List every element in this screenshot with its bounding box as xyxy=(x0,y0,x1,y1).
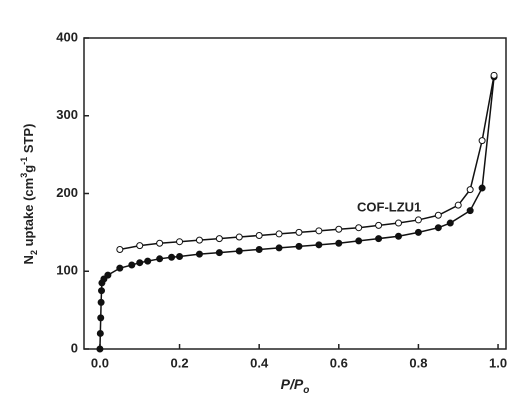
data-point xyxy=(295,228,303,236)
data-point xyxy=(466,186,474,194)
data-point xyxy=(168,253,176,261)
y-tick-label: 0 xyxy=(71,340,78,355)
data-point xyxy=(215,249,223,257)
data-point xyxy=(375,235,383,243)
x-tick-label: 0.2 xyxy=(171,355,189,370)
data-point xyxy=(156,255,164,263)
data-point xyxy=(215,235,223,243)
data-point xyxy=(136,242,144,250)
data-point xyxy=(434,224,442,232)
data-point xyxy=(355,237,363,245)
data-point xyxy=(176,238,184,246)
data-point xyxy=(136,259,144,267)
x-tick-label: 0.8 xyxy=(409,355,427,370)
y-label-part: STP) xyxy=(21,124,36,157)
data-point xyxy=(275,244,283,252)
data-point xyxy=(97,298,105,306)
x-label-part: P/P xyxy=(281,376,304,392)
data-point xyxy=(96,345,104,353)
y-label-part: g xyxy=(21,165,36,173)
x-tick-label: 0.4 xyxy=(250,355,269,370)
data-point xyxy=(98,287,106,295)
data-point xyxy=(446,219,454,227)
data-point xyxy=(335,239,343,247)
data-point xyxy=(355,224,363,232)
data-point xyxy=(395,232,403,240)
y-tick-label: 300 xyxy=(56,107,78,122)
data-point xyxy=(315,227,323,235)
y-tick-label: 200 xyxy=(56,185,78,200)
data-point xyxy=(176,252,184,260)
data-point xyxy=(97,314,105,322)
x-tick-label: 0.0 xyxy=(91,355,109,370)
data-point xyxy=(235,233,243,241)
plot-frame xyxy=(83,37,507,350)
y-label-part: uptake (cm xyxy=(21,178,36,250)
x-tick-label: 1.0 xyxy=(489,355,507,370)
data-point xyxy=(255,231,263,239)
data-point xyxy=(116,264,124,272)
data-point xyxy=(96,329,104,337)
data-point xyxy=(156,239,164,247)
y-label-part: 3 xyxy=(19,173,29,178)
data-point xyxy=(414,228,422,236)
data-point xyxy=(414,216,422,224)
data-point xyxy=(255,245,263,253)
x-label-part: o xyxy=(303,385,309,396)
y-label-part: 2 xyxy=(29,250,39,255)
data-point xyxy=(295,242,303,250)
data-point xyxy=(478,137,486,145)
data-point xyxy=(104,271,112,279)
y-tick-label: 400 xyxy=(56,29,78,44)
data-point xyxy=(434,211,442,219)
data-point xyxy=(335,225,343,233)
x-tick-label: 0.6 xyxy=(330,355,348,370)
data-point xyxy=(466,207,474,215)
series-line xyxy=(119,75,495,251)
series-line xyxy=(99,76,495,350)
x-axis-label: P/Po xyxy=(281,376,310,396)
y-tick-label: 100 xyxy=(56,263,78,278)
data-point xyxy=(128,261,136,269)
data-point xyxy=(195,236,203,244)
data-point xyxy=(144,257,152,265)
y-label-part: N xyxy=(21,255,36,264)
data-point xyxy=(275,230,283,238)
data-point xyxy=(478,184,486,192)
annotation: COF-LZU1 xyxy=(357,199,421,214)
data-point xyxy=(235,247,243,255)
y-axis-label: N2 uptake (cm3g-1 STP) xyxy=(19,124,39,265)
data-point xyxy=(490,71,498,79)
data-point xyxy=(395,219,403,227)
data-point xyxy=(454,201,462,209)
data-point xyxy=(195,250,203,258)
data-point xyxy=(375,221,383,229)
data-point xyxy=(116,245,124,253)
data-point xyxy=(315,241,323,249)
y-label-part: -1 xyxy=(19,157,29,165)
